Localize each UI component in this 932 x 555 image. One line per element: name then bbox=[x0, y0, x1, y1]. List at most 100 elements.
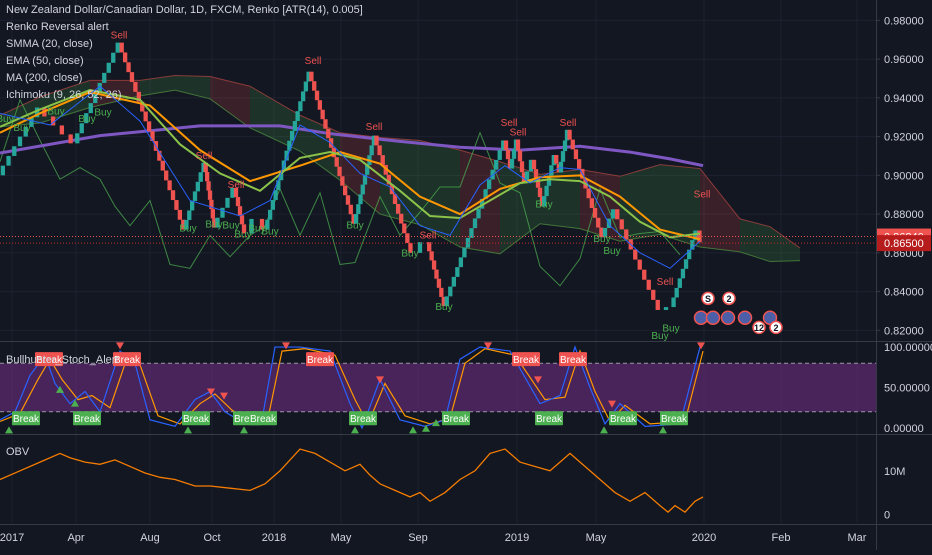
cloud-segment bbox=[175, 75, 210, 99]
indicator-smma[interactable]: SMMA (20, close) bbox=[6, 38, 93, 50]
renko-brick bbox=[75, 133, 80, 144]
renko-brick bbox=[511, 149, 517, 159]
renko-brick bbox=[395, 203, 401, 214]
renko-brick bbox=[300, 91, 306, 102]
sell-signal-label: Sell bbox=[228, 180, 245, 191]
symbol-title[interactable]: New Zealand Dollar/Canadian Dollar, 1D, … bbox=[6, 4, 363, 16]
price-axis-label: 0.94000 bbox=[884, 93, 924, 105]
break-label: Break bbox=[183, 414, 210, 425]
buy-signal-label: Buy bbox=[94, 107, 111, 118]
renko-brick bbox=[119, 42, 124, 53]
break-label: Break bbox=[234, 414, 261, 425]
renko-brick bbox=[646, 279, 651, 290]
renko-brick bbox=[586, 188, 591, 199]
break-label: Break bbox=[661, 414, 688, 425]
renko-brick bbox=[276, 180, 281, 191]
price-axis-label: 0.92000 bbox=[884, 132, 924, 144]
renko-brick bbox=[270, 199, 276, 210]
renko-brick bbox=[533, 169, 539, 179]
event-badge-label: S bbox=[705, 294, 711, 304]
price-axis-label: 0.96000 bbox=[884, 54, 924, 66]
stoch-down-triangle-icon bbox=[534, 376, 542, 384]
ema50-line bbox=[0, 89, 701, 239]
stoch-up-triangle-icon bbox=[56, 385, 64, 393]
renko-brick bbox=[374, 135, 379, 146]
buy-signal-label: Buy bbox=[13, 123, 30, 134]
break-label-box bbox=[249, 411, 277, 426]
renko-brick bbox=[314, 90, 320, 101]
renko-brick bbox=[615, 209, 620, 220]
renko-brick bbox=[531, 159, 537, 170]
renko-brick bbox=[122, 52, 128, 63]
break-label: Break bbox=[560, 355, 587, 366]
renko-brick bbox=[230, 187, 235, 198]
buy-signal-label: Buy bbox=[0, 114, 14, 125]
renko-brick bbox=[209, 199, 214, 210]
event-badge-icon bbox=[769, 320, 783, 335]
break-label-box bbox=[306, 352, 334, 367]
renko-brick bbox=[203, 162, 208, 173]
renko-brick bbox=[651, 289, 656, 300]
event-badge-icon bbox=[722, 291, 736, 306]
renko-brick bbox=[220, 207, 225, 218]
sell-signal-label: Sell bbox=[196, 151, 213, 162]
obv-axis-label: 0 bbox=[884, 509, 890, 521]
event-flag-icon bbox=[693, 310, 709, 325]
renko-brick bbox=[542, 196, 547, 207]
renko-brick bbox=[596, 217, 601, 228]
buy-signal-label: Buy bbox=[222, 221, 239, 232]
stoch-axis-label: 100.00000 bbox=[884, 342, 932, 354]
indicator-renko-reversal[interactable]: Renko Reversal alert bbox=[6, 21, 109, 33]
renko-brick bbox=[34, 107, 40, 118]
stoch-up-triangle-icon bbox=[432, 419, 440, 427]
renko-brick bbox=[284, 150, 289, 161]
ma200-line bbox=[0, 124, 704, 168]
obv-pane-title[interactable]: OBV bbox=[6, 446, 30, 458]
stoch-up-triangle-icon bbox=[600, 426, 608, 434]
renko-brick bbox=[451, 276, 456, 287]
renko-brick bbox=[326, 128, 331, 139]
renko-brick bbox=[462, 247, 467, 258]
renko-brick bbox=[360, 184, 365, 195]
indicator-ichimoku[interactable]: Ichimoku (9, 26, 52, 26) bbox=[6, 89, 122, 101]
renko-brick bbox=[448, 286, 453, 297]
renko-brick bbox=[298, 101, 303, 112]
cloud-span-a bbox=[0, 75, 801, 249]
renko-brick bbox=[369, 145, 374, 156]
break-label-box bbox=[35, 352, 63, 367]
renko-brick bbox=[192, 191, 198, 201]
renko-brick bbox=[535, 178, 541, 188]
stoch-up-triangle-icon bbox=[422, 424, 430, 432]
renko-brick bbox=[115, 42, 120, 53]
stoch-down-triangle-icon bbox=[220, 392, 228, 400]
buy-signal-label: Buy bbox=[662, 323, 679, 334]
buy-signal-label: Buy bbox=[535, 199, 552, 210]
renko-brick bbox=[93, 92, 98, 104]
renko-brick bbox=[517, 150, 523, 162]
stoch-pane-title[interactable]: Bullhunter_Stoch_Alert bbox=[6, 354, 119, 366]
time-axis-label: Aug bbox=[140, 532, 160, 544]
price-axis-label: 0.98000 bbox=[884, 15, 924, 27]
renko-brick bbox=[303, 81, 309, 92]
renko-brick bbox=[235, 197, 241, 207]
renko-bricks bbox=[0, 42, 702, 310]
indicator-ema[interactable]: EMA (50, close) bbox=[6, 55, 84, 67]
price-axis: 0.98000 0.96000 0.94000 0.92000 0.90000 0.880… bbox=[876, 15, 931, 337]
renko-brick bbox=[619, 219, 624, 230]
renko-brick bbox=[562, 140, 568, 152]
cloud-segment bbox=[140, 75, 175, 96]
break-label-box bbox=[609, 411, 637, 426]
renko-brick bbox=[195, 181, 201, 192]
renko-brick bbox=[655, 299, 660, 310]
stoch-band bbox=[0, 363, 876, 412]
renko-brick bbox=[441, 296, 446, 307]
renko-brick bbox=[539, 197, 545, 207]
indicator-ma[interactable]: MA (200, close) bbox=[6, 72, 83, 84]
renko-brick bbox=[68, 134, 73, 144]
sell-signal-label: Sell bbox=[510, 128, 527, 139]
renko-brick bbox=[549, 165, 554, 176]
renko-brick bbox=[289, 130, 295, 141]
renko-brick bbox=[348, 204, 353, 215]
renko-brick bbox=[494, 159, 499, 170]
renko-brick bbox=[663, 307, 669, 310]
